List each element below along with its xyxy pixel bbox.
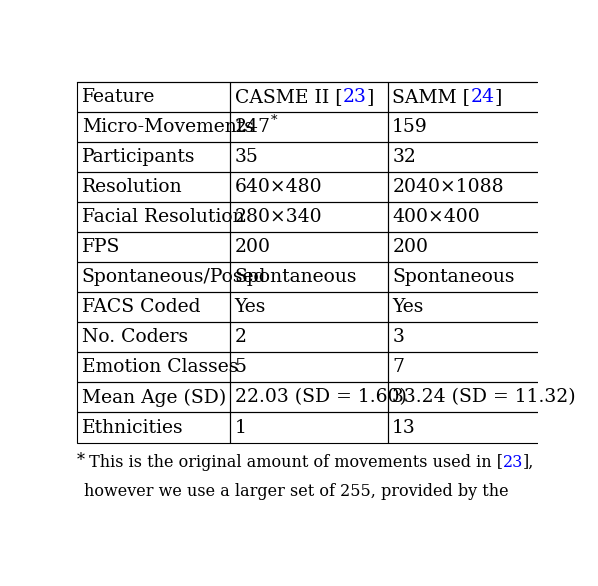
- Text: Resolution: Resolution: [82, 178, 182, 196]
- Bar: [77, 322, 230, 352]
- Bar: [230, 292, 388, 322]
- Text: No. Coders: No. Coders: [82, 328, 188, 346]
- Bar: [388, 383, 541, 413]
- Text: 280×340: 280×340: [234, 208, 322, 226]
- Text: CASME II [: CASME II [: [234, 88, 342, 105]
- Bar: [230, 322, 388, 352]
- Text: FPS: FPS: [82, 238, 120, 256]
- Text: 2040×1088: 2040×1088: [392, 178, 504, 196]
- Bar: [388, 232, 541, 262]
- Bar: [388, 322, 541, 352]
- Text: 23: 23: [503, 454, 523, 471]
- Bar: [77, 202, 230, 232]
- Bar: [230, 413, 388, 442]
- Text: Micro-Movements: Micro-Movements: [82, 118, 254, 136]
- Text: 200: 200: [392, 238, 428, 256]
- Bar: [388, 202, 541, 232]
- Text: ]: ]: [366, 88, 374, 105]
- Text: Facial Resolution: Facial Resolution: [82, 208, 245, 226]
- Text: ],: ],: [523, 454, 535, 471]
- Bar: [388, 292, 541, 322]
- Text: Participants: Participants: [82, 148, 195, 166]
- Text: 24: 24: [470, 88, 494, 105]
- Text: Spontaneous/Posed: Spontaneous/Posed: [82, 268, 266, 286]
- Text: 7: 7: [392, 359, 404, 376]
- Text: 35: 35: [234, 148, 258, 166]
- Text: 247: 247: [234, 118, 271, 136]
- Bar: [230, 262, 388, 292]
- Bar: [388, 413, 541, 442]
- Bar: [77, 352, 230, 383]
- Text: Spontaneous: Spontaneous: [392, 268, 515, 286]
- Text: 33.24 (SD = 11.32): 33.24 (SD = 11.32): [392, 389, 576, 407]
- Bar: [77, 81, 230, 112]
- Bar: [388, 112, 541, 142]
- Text: 5: 5: [234, 359, 246, 376]
- Text: ]: ]: [494, 88, 502, 105]
- Text: *: *: [77, 452, 85, 469]
- Text: 1: 1: [234, 418, 246, 437]
- Bar: [77, 262, 230, 292]
- Text: SAMM [: SAMM [: [392, 88, 470, 105]
- Bar: [77, 112, 230, 142]
- Bar: [230, 172, 388, 202]
- Text: *: *: [271, 114, 277, 127]
- Text: Feature: Feature: [82, 88, 155, 105]
- Bar: [230, 112, 388, 142]
- Bar: [230, 352, 388, 383]
- Text: 400×400: 400×400: [392, 208, 480, 226]
- Bar: [388, 262, 541, 292]
- Bar: [77, 292, 230, 322]
- Bar: [77, 383, 230, 413]
- Text: This is the original amount of movements used in [: This is the original amount of movements…: [84, 454, 503, 471]
- Bar: [388, 81, 541, 112]
- Bar: [77, 142, 230, 172]
- Bar: [388, 172, 541, 202]
- Bar: [77, 232, 230, 262]
- Bar: [388, 352, 541, 383]
- Text: however we use a larger set of 255, provided by the: however we use a larger set of 255, prov…: [84, 483, 508, 500]
- Bar: [77, 413, 230, 442]
- Bar: [388, 142, 541, 172]
- Bar: [77, 172, 230, 202]
- Text: Mean Age (SD): Mean Age (SD): [82, 389, 226, 407]
- Bar: [230, 232, 388, 262]
- Text: 22.03 (SD = 1.60): 22.03 (SD = 1.60): [234, 389, 407, 407]
- Text: 2: 2: [234, 328, 246, 346]
- Text: Yes: Yes: [234, 298, 266, 316]
- Text: FACS Coded: FACS Coded: [82, 298, 200, 316]
- Bar: [230, 383, 388, 413]
- Text: Spontaneous: Spontaneous: [234, 268, 357, 286]
- Text: 200: 200: [234, 238, 271, 256]
- Bar: [230, 202, 388, 232]
- Text: 640×480: 640×480: [234, 178, 322, 196]
- Text: 13: 13: [392, 418, 416, 437]
- Bar: [230, 81, 388, 112]
- Text: 159: 159: [392, 118, 428, 136]
- Bar: [230, 142, 388, 172]
- Text: 32: 32: [392, 148, 416, 166]
- Text: Emotion Classes: Emotion Classes: [82, 359, 238, 376]
- Text: 23: 23: [342, 88, 366, 105]
- Text: Yes: Yes: [392, 298, 423, 316]
- Text: Ethnicities: Ethnicities: [82, 418, 184, 437]
- Text: 3: 3: [392, 328, 404, 346]
